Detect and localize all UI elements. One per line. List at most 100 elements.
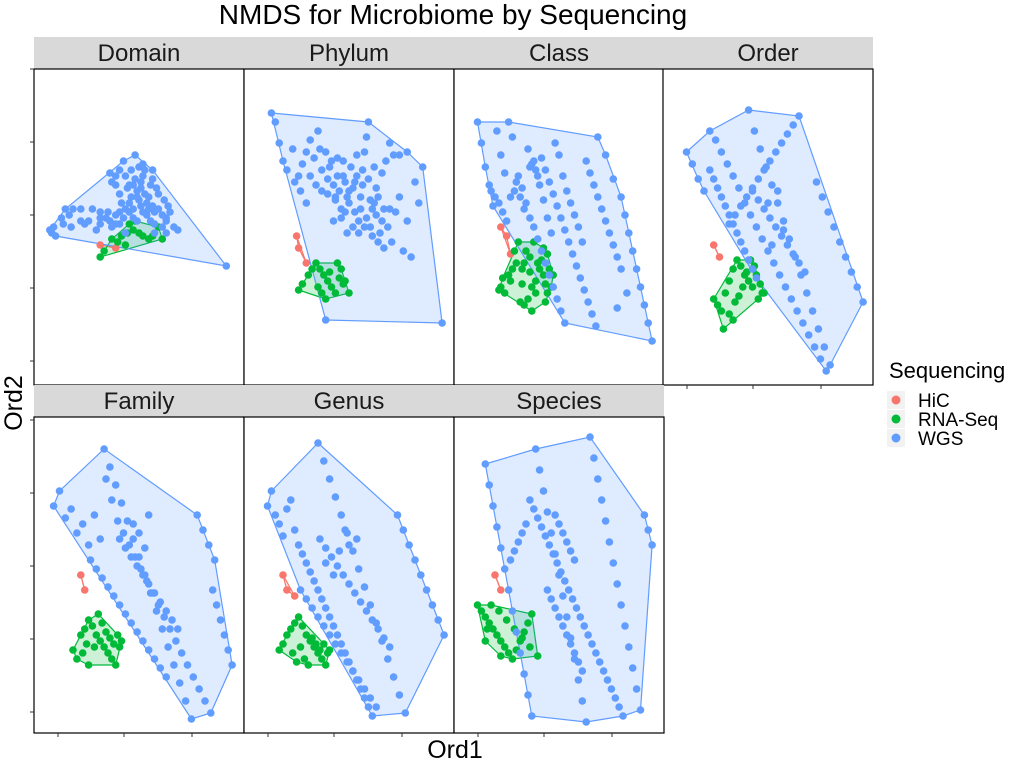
point-wgs [306,568,315,576]
hull-hic [282,574,296,597]
point-wgs [343,193,351,201]
point-rna-seq [495,607,503,615]
point-rna-seq [528,610,536,618]
point-wgs [700,187,708,195]
point-wgs [327,157,336,165]
point-wgs [127,619,135,627]
point-rna-seq [82,640,91,648]
point-wgs [59,220,68,228]
point-rna-seq [287,625,295,633]
point-wgs [354,229,363,237]
point-wgs [799,319,807,327]
point-wgs [117,199,126,207]
point-hic [502,232,511,240]
point-wgs [617,601,625,609]
point-wgs [139,571,147,579]
point-rna-seq [341,277,349,285]
point-wgs [508,133,517,141]
point-rna-seq [510,247,519,255]
point-wgs [625,229,633,237]
point-wgs [824,208,832,216]
point-rna-seq [497,652,505,660]
point-wgs [760,166,768,174]
point-wgs [337,649,346,657]
point-wgs [859,298,867,306]
point-wgs [530,157,538,165]
point-wgs [55,487,64,495]
point-wgs [526,163,534,171]
point-wgs [119,214,128,222]
point-wgs [331,640,340,648]
point-rna-seq [94,610,103,618]
facet-strip-label: Order [737,40,798,67]
legend-item-rna-seq: RNA-Seq [887,410,998,431]
point-rna-seq [543,250,552,258]
point-wgs [601,151,610,159]
point-wgs [374,238,382,246]
point-wgs [760,205,768,213]
legend-title: Sequencing [889,358,1005,383]
point-rna-seq [121,241,130,249]
point-wgs [69,205,77,213]
point-wgs [535,181,544,189]
point-wgs [385,139,394,147]
point-rna-seq [125,220,134,228]
point-wgs [279,157,287,165]
point-wgs [766,214,774,222]
point-wgs [621,622,629,630]
point-wgs [549,190,557,198]
point-wgs [735,184,743,192]
point-wgs [601,217,610,225]
point-wgs [387,238,396,246]
point-wgs [121,229,130,237]
point-wgs [628,664,637,672]
point-wgs [115,190,124,198]
point-wgs [362,607,371,615]
point-rna-seq [524,619,532,627]
point-wgs [495,199,503,207]
point-rna-seq [111,661,120,669]
point-wgs [366,223,375,231]
point-wgs [514,172,523,180]
point-wgs [531,445,540,453]
point-wgs [162,217,170,225]
point-rna-seq [73,655,81,663]
point-wgs [733,229,741,237]
point-wgs [115,166,124,174]
point-wgs [422,586,431,594]
point-wgs [351,208,359,216]
facet-strip [663,37,873,69]
point-wgs [748,265,757,273]
point-rna-seq [528,283,536,291]
point-wgs [405,541,413,549]
point-hic [715,253,724,261]
point-wgs [559,622,567,630]
point-wgs [113,517,122,525]
point-wgs [111,220,120,228]
point-wgs [174,625,182,633]
facet-panel-domain: Domain [30,37,245,386]
point-rna-seq [739,283,747,291]
point-wgs [750,127,759,135]
point-rna-seq [526,253,534,261]
point-rna-seq [312,640,320,648]
point-wgs [403,217,412,225]
point-wgs [754,175,763,183]
point-wgs [563,631,571,639]
point-wgs [312,181,320,189]
point-wgs [389,673,398,681]
point-wgs [102,475,110,483]
point-wgs [497,151,505,159]
point-wgs [385,643,394,651]
point-wgs [779,226,788,234]
point-rna-seq [113,631,122,639]
point-wgs [530,505,538,513]
facet-panel-genus: Genus [243,385,455,737]
point-wgs [607,685,616,693]
point-rna-seq [539,271,548,279]
point-wgs [156,598,165,606]
point-wgs [497,544,505,552]
point-wgs [570,649,579,657]
point-wgs [572,262,581,270]
point-wgs [222,262,231,270]
